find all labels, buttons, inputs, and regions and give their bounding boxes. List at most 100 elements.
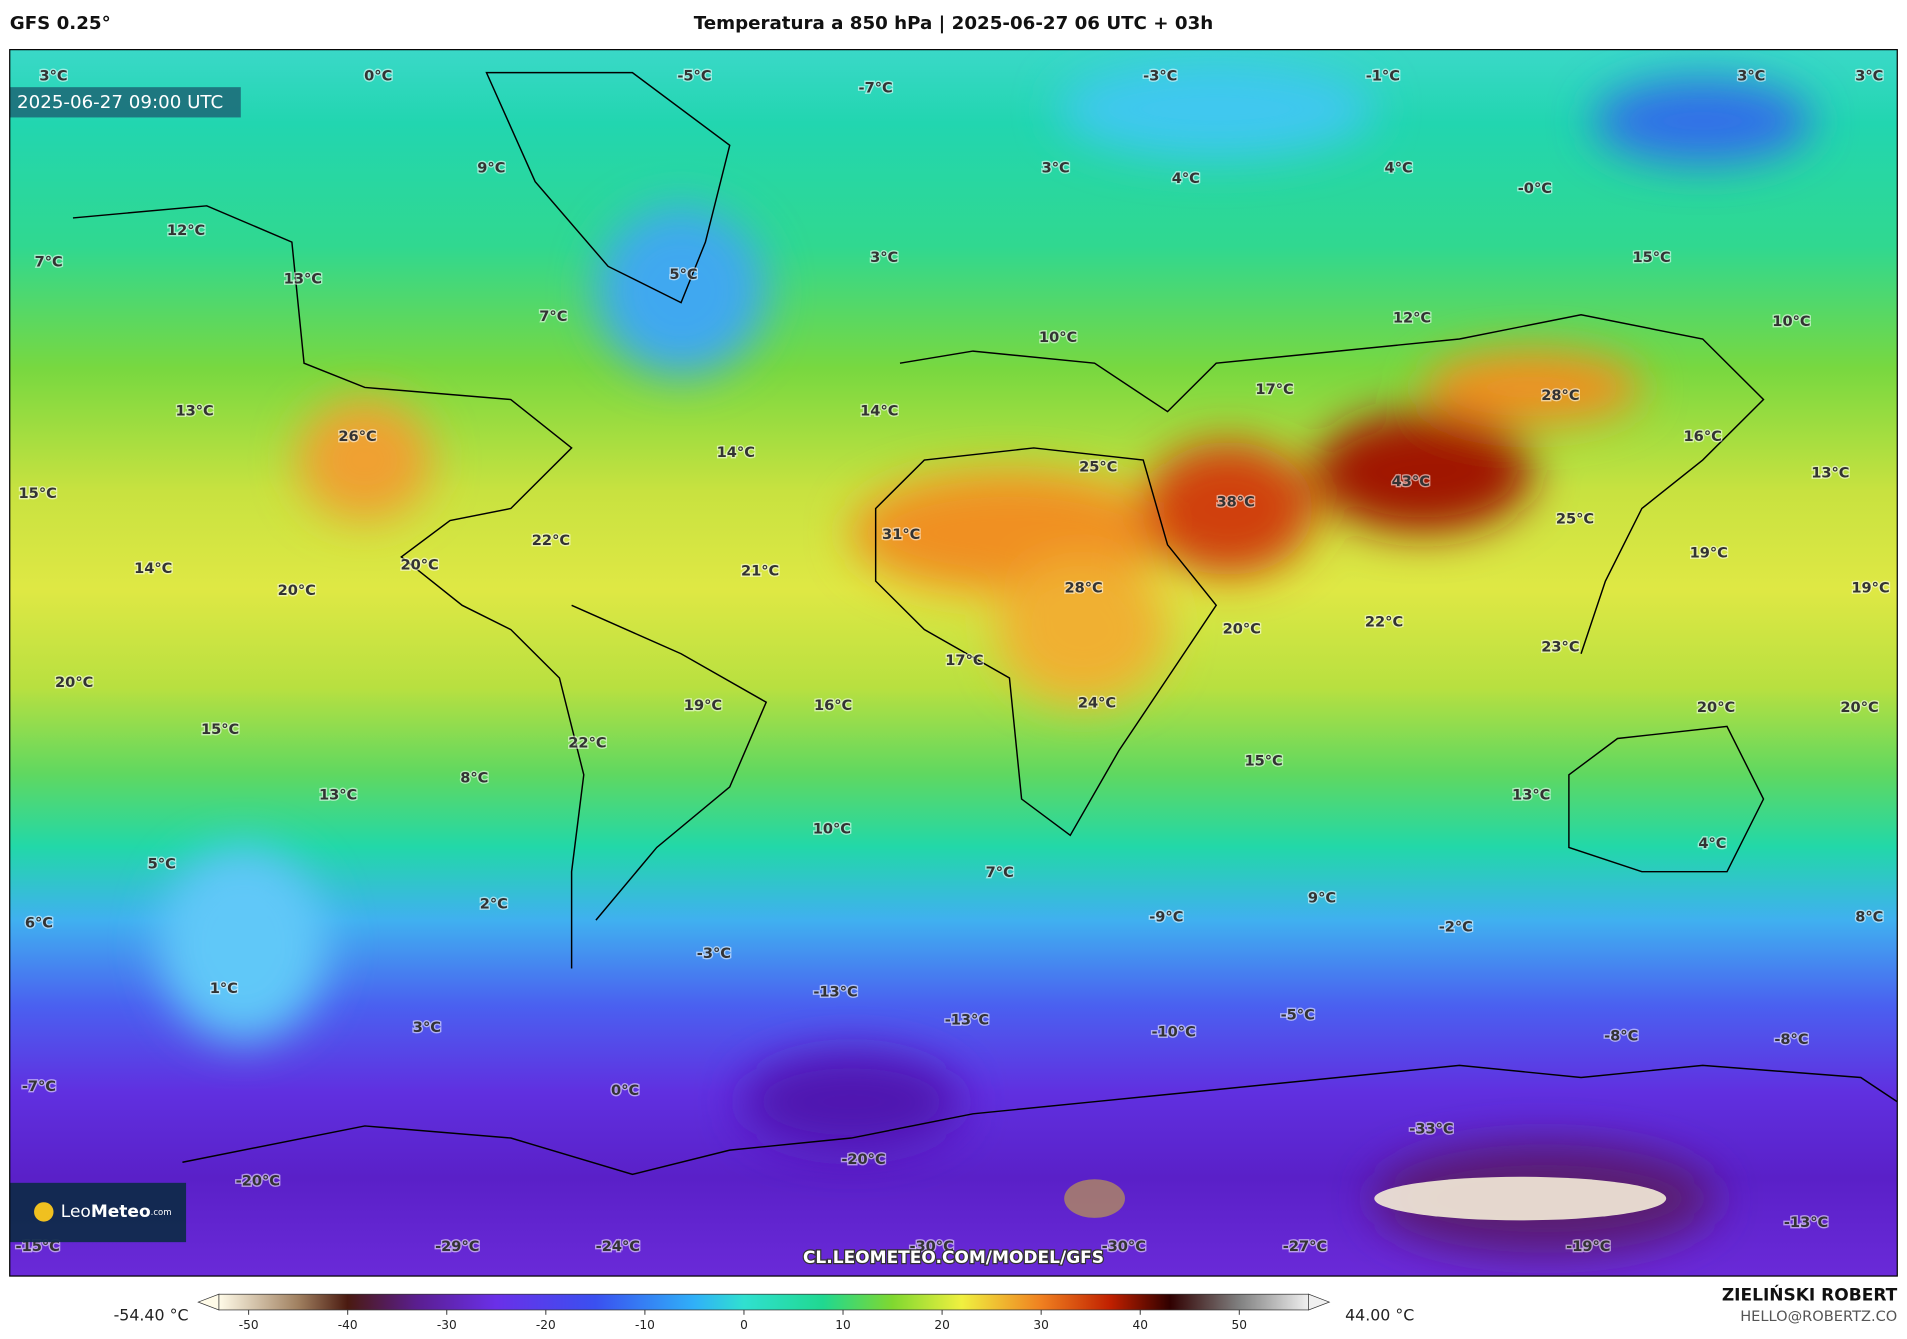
temperature-label: -20°C — [236, 1173, 280, 1190]
coastlines — [72, 71, 1898, 1176]
temperature-label: 38°C — [1217, 493, 1255, 510]
ice-sheet — [1064, 1179, 1125, 1218]
temperature-label: 12°C — [167, 222, 205, 239]
colorbar-extend-low — [197, 1293, 220, 1311]
colorbar-tick-label: 20 — [934, 1318, 949, 1332]
temperature-label: -24°C — [596, 1238, 640, 1255]
temperature-label: 3°C — [39, 67, 67, 84]
temperature-label: 5°C — [148, 855, 176, 872]
colorbar-tick-label: -20 — [536, 1318, 556, 1332]
temperature-label: 26°C — [338, 428, 376, 445]
colorbar-tick-label: -30 — [437, 1318, 457, 1332]
temperature-label: 1°C — [210, 980, 238, 997]
temperature-anomalies — [158, 60, 1813, 1254]
temperature-label: 23°C — [1541, 639, 1579, 656]
temperature-label: 3°C — [870, 249, 898, 266]
temperature-label: 9°C — [477, 159, 505, 176]
temperature-label: 4°C — [1698, 835, 1726, 852]
temperature-label: 17°C — [1255, 381, 1293, 398]
logo-sun — [34, 1202, 54, 1222]
logo-part: Leo — [61, 1202, 91, 1222]
colorbar-extend-high — [1308, 1293, 1331, 1311]
temperature-label: 10°C — [813, 820, 851, 837]
temperature-label: -19°C — [1566, 1238, 1610, 1255]
temperature-label: 0°C — [364, 67, 392, 84]
temperature-label: -8°C — [1774, 1031, 1808, 1048]
colorbar-tick-label: -50 — [239, 1318, 259, 1332]
colorbar: -50 -40 -30 -20 -10 0 10 20 30 40 50 — [197, 1293, 1331, 1332]
temperature-label: 2°C — [480, 895, 508, 912]
temperature-label: 20°C — [1223, 621, 1261, 638]
temperature-label: 20°C — [400, 556, 438, 573]
temperature-label: -27°C — [1283, 1238, 1327, 1255]
colorbar-tick-label: 30 — [1033, 1318, 1048, 1332]
temperature-label: 20°C — [1840, 699, 1878, 716]
temperature-label: -2°C — [1439, 918, 1473, 935]
temperature-label: -7°C — [859, 79, 893, 96]
temperature-label: 22°C — [532, 532, 570, 549]
temperature-label: 10°C — [1772, 313, 1810, 330]
temperature-label: 3°C — [1737, 67, 1765, 84]
temperature-label: -13°C — [1784, 1214, 1828, 1231]
colorbar-tick-label: -10 — [635, 1318, 655, 1332]
temperature-label: 20°C — [55, 674, 93, 691]
map-frame — [9, 49, 1898, 1277]
temperature-label: 14°C — [134, 560, 172, 577]
temperature-label: 25°C — [1079, 458, 1117, 475]
temperature-label: 4°C — [1385, 159, 1413, 176]
temperature-label: 8°C — [1855, 909, 1883, 926]
temperature-label: -5°C — [1281, 1007, 1315, 1024]
colorbar-tick-label: 50 — [1232, 1318, 1247, 1332]
temperature-label: 3°C — [1042, 159, 1070, 176]
temperature-label: 22°C — [568, 734, 606, 751]
logo-part: Meteo — [91, 1202, 151, 1222]
author-email: HELLO@ROBERTZ.CO — [1740, 1308, 1897, 1325]
temperature-label: -30°C — [909, 1238, 953, 1255]
temperature-label: 14°C — [860, 403, 898, 420]
temperature-label: -0°C — [1518, 180, 1552, 197]
colorbar-tick-label: 0 — [740, 1318, 748, 1332]
map: 3°C 0°C -5°C -7°C -3°C -1°C 3°C 3°C 9°C 3°C 4°C 4°C… — [9, 49, 1898, 1277]
temperature-label: 15°C — [19, 485, 57, 502]
temperature-label: 4°C — [1172, 170, 1200, 187]
temperature-label: -33°C — [1409, 1121, 1453, 1138]
temperature-label: 13°C — [319, 786, 357, 803]
temperature-label: -13°C — [945, 1012, 989, 1029]
temperature-label: 16°C — [814, 697, 852, 714]
colorbar-min: -54.40 °C — [114, 1306, 189, 1325]
temperature-label: -5°C — [677, 67, 711, 84]
temperature-label: -3°C — [697, 945, 731, 962]
temperature-label: 25°C — [1556, 510, 1594, 527]
temperature-label: 12°C — [1393, 309, 1431, 326]
temperature-label: -3°C — [1143, 67, 1177, 84]
temperature-label: 6°C — [25, 915, 53, 932]
temperature-label: -1°C — [1366, 67, 1400, 84]
temperature-label: 43°C — [1392, 473, 1430, 490]
temperature-label: 10°C — [1039, 329, 1077, 346]
temperature-field — [9, 49, 1898, 1277]
temperature-label: -7°C — [22, 1078, 56, 1095]
valid-time: 2025-06-27 09:00 UTC — [17, 92, 223, 113]
temperature-label: 14°C — [717, 444, 755, 461]
temperature-label: 21°C — [741, 562, 779, 579]
colorbar-tick-label: -40 — [338, 1318, 358, 1332]
temperature-label: 24°C — [1078, 694, 1116, 711]
temperature-labels: 3°C 0°C -5°C -7°C -3°C -1°C 3°C 3°C 9°C 3°C 4°C 4°C… — [14, 66, 1891, 1256]
temperature-label: 13°C — [175, 403, 213, 420]
temperature-label: 19°C — [1851, 579, 1889, 596]
temperature-label: 28°C — [1064, 579, 1102, 596]
temperature-label: -10°C — [1151, 1024, 1195, 1041]
temperature-label: 13°C — [1811, 464, 1849, 481]
time-badge — [9, 87, 241, 118]
model-name: GFS 0.25° — [10, 13, 111, 34]
temperature-label: 15°C — [1632, 249, 1670, 266]
ice-sheet — [1374, 1176, 1667, 1221]
source-url: CL.LEOMETEO.COM/MODEL/GFS — [803, 1248, 1104, 1268]
temperature-label: 28°C — [1541, 387, 1579, 404]
temperature-label: 16°C — [1684, 428, 1722, 445]
temperature-label: 7°C — [986, 864, 1014, 881]
temperature-label: 3°C — [413, 1019, 441, 1036]
temperature-label: -9°C — [1149, 909, 1183, 926]
temperature-label: -8°C — [1604, 1027, 1638, 1044]
temperature-label: 9°C — [1308, 889, 1336, 906]
